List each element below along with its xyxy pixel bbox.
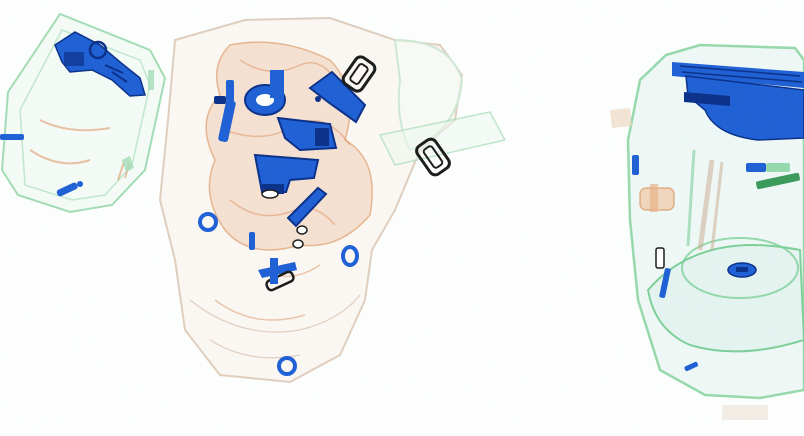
scan-grain-overlay [0,0,804,436]
xray-scan-image [0,0,804,436]
xray-scan-view [0,0,804,436]
